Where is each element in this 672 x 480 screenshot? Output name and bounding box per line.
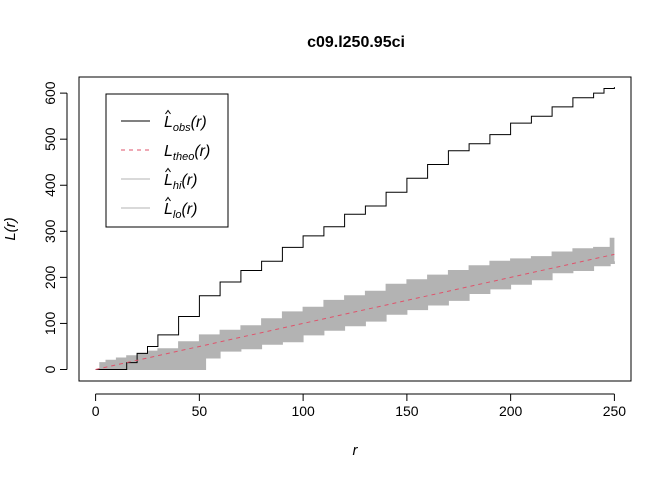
y-tick-label: 500: [42, 127, 58, 151]
legend-hat-lo: [165, 196, 171, 202]
series-obs-line: [95, 87, 615, 370]
x-tick-label: 150: [395, 403, 419, 419]
y-tick-label: 100: [42, 312, 58, 336]
x-axis: 0 50 100 150 200 250: [92, 393, 627, 419]
series-theo-line: [95, 253, 615, 370]
legend-box: [105, 93, 229, 228]
y-axis: 0 100 200 300 400 500 600: [42, 81, 68, 373]
legend-label-theo: Ltheo(r): [164, 143, 210, 163]
envelope-band: [95, 238, 615, 370]
legend-label-obs: Lobs(r): [164, 114, 207, 134]
plot-frame: [78, 76, 632, 382]
y-tick-label: 600: [42, 81, 58, 105]
legend-hat-obs: [165, 109, 171, 115]
y-tick-label: 400: [42, 173, 58, 197]
y-tick-label: 200: [42, 266, 58, 290]
x-axis-label: r: [353, 442, 359, 459]
x-tick-label: 0: [92, 403, 100, 419]
x-tick-label: 200: [499, 403, 523, 419]
x-tick-label: 50: [192, 403, 208, 419]
legend: Lobs(r) Ltheo(r) Lhi(r) Llo(r): [105, 93, 229, 228]
y-tick-label: 0: [42, 365, 58, 373]
y-axis-label: L(r): [2, 217, 19, 240]
legend-label-hi: Lhi(r): [164, 172, 197, 192]
data-layer: [95, 87, 615, 370]
legend-hat-hi: [165, 167, 171, 173]
series-lo-line: [95, 261, 615, 370]
y-tick-label: 300: [42, 219, 58, 243]
chart-title: c09.l250.95ci: [307, 34, 405, 51]
x-tick-label: 250: [603, 403, 627, 419]
x-tick-label: 100: [291, 403, 315, 419]
legend-label-lo: Llo(r): [164, 201, 197, 221]
